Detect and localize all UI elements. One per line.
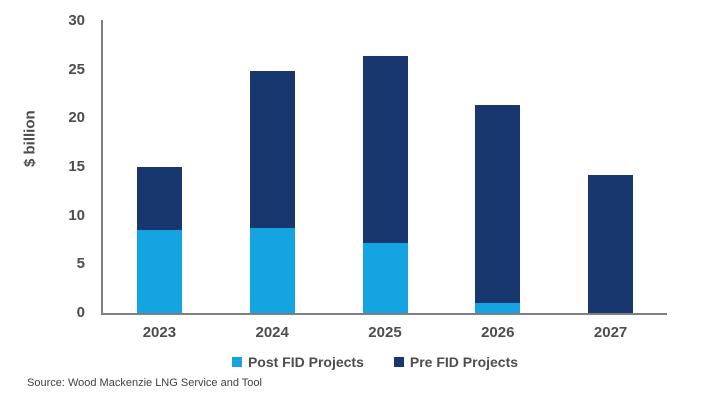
- legend-label: Pre FID Projects: [409, 354, 519, 370]
- bar-stack-2025: [362, 56, 408, 313]
- bar-stack-2027: [588, 174, 634, 313]
- x-tick-label: 2023: [142, 324, 177, 341]
- plot-area: [103, 21, 667, 313]
- legend-label: Post FID Projects: [247, 354, 364, 370]
- bar-segment: [475, 104, 521, 304]
- legend-item: Post FID Projects: [231, 354, 364, 370]
- y-tick-label: 25: [68, 60, 85, 78]
- bar-stack-2023: [136, 167, 182, 313]
- bar-segment: [136, 167, 182, 231]
- bar-stack-2024: [249, 70, 295, 313]
- legend-swatch-icon: [231, 357, 242, 367]
- y-tick-label: 20: [68, 109, 85, 127]
- y-tick-label: 0: [76, 304, 85, 321]
- bar-segment: [475, 303, 521, 313]
- x-tick-label: 2027: [593, 324, 628, 341]
- bar-segment: [249, 228, 295, 313]
- bar-segment: [136, 230, 182, 313]
- y-tick-label: 30: [68, 12, 85, 29]
- x-axis-line: [101, 313, 667, 315]
- y-tick-label: 10: [68, 206, 85, 224]
- x-tick-label: 2026: [481, 324, 515, 341]
- bar-segment: [362, 242, 408, 313]
- bar-segment: [249, 70, 295, 229]
- bar-segment: [588, 174, 634, 313]
- legend-item: Pre FID Projects: [393, 354, 519, 370]
- x-tick-label: 2024: [255, 324, 289, 341]
- y-tick-label: 5: [76, 255, 85, 273]
- legend: Post FID Projects Pre FID Projects: [0, 354, 712, 370]
- x-tick-label: 2025: [368, 324, 402, 341]
- bar-stack-2026: [475, 104, 521, 313]
- y-axis-line: [101, 20, 103, 315]
- source-caption: Source: Wood Mackenzie LNG Service and T…: [27, 377, 262, 389]
- legend-swatch-icon: [393, 357, 404, 367]
- bar-segment: [362, 56, 408, 243]
- y-tick-label: 15: [68, 158, 85, 175]
